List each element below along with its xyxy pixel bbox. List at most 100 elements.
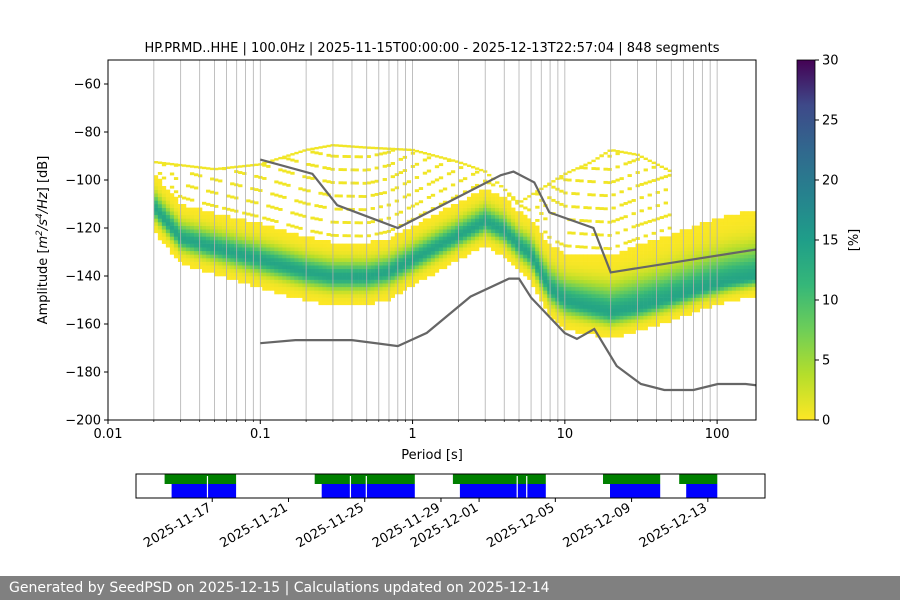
heatmap-cell xyxy=(338,243,343,248)
heatmap-outlier-cell xyxy=(230,166,235,169)
heatmap-cell xyxy=(354,250,359,255)
heatmap-outlier-cell xyxy=(470,172,476,176)
heatmap-cell xyxy=(438,218,444,223)
timeline-data-bar xyxy=(686,484,718,498)
heatmap-cell xyxy=(446,207,452,212)
heatmap-cell xyxy=(751,272,756,277)
heatmap-cell xyxy=(302,240,307,244)
heatmap-cell xyxy=(458,250,464,255)
heatmap-cell xyxy=(671,258,677,262)
heatmap-cell xyxy=(450,247,456,252)
heatmap-cell xyxy=(434,268,440,273)
heatmap-cell xyxy=(719,283,725,288)
heatmap-cell xyxy=(503,254,508,259)
heatmap-cell xyxy=(290,232,295,237)
heatmap-outlier-cell xyxy=(306,163,311,166)
heatmap-cell xyxy=(619,283,624,288)
heatmap-cell xyxy=(298,258,303,262)
heatmap-cell xyxy=(438,225,444,230)
heatmap-outlier-cell xyxy=(639,222,644,226)
heatmap-cell xyxy=(230,229,235,234)
heatmap-cell xyxy=(434,232,440,237)
heatmap-cell xyxy=(242,240,247,244)
heatmap-cell xyxy=(623,330,628,334)
heatmap-outlier-cell xyxy=(193,165,199,169)
x-axis-label: Period [s] xyxy=(401,448,463,463)
heatmap-cell xyxy=(511,211,516,216)
heatmap-cell xyxy=(603,315,608,320)
heatmap-cell xyxy=(655,297,660,302)
heatmap-cell xyxy=(515,265,520,270)
heatmap-cell xyxy=(446,232,452,237)
heatmap-cell xyxy=(278,265,283,270)
heatmap-cell xyxy=(543,261,548,266)
heatmap-outlier-cell xyxy=(266,204,271,208)
heatmap-cell xyxy=(218,229,223,234)
heatmap-cell xyxy=(659,250,664,255)
heatmap-cell xyxy=(619,315,624,320)
heatmap-cell xyxy=(274,232,279,237)
heatmap-outlier-cell xyxy=(338,207,343,211)
heatmap-cell xyxy=(250,276,255,280)
heatmap-cell xyxy=(326,290,331,295)
heatmap-cell xyxy=(587,268,592,273)
heatmap-cell xyxy=(551,308,556,313)
heatmap-cell xyxy=(342,258,347,262)
heatmap-cell xyxy=(595,319,600,324)
heatmap-cell xyxy=(487,222,492,226)
heatmap-cell xyxy=(487,193,492,198)
heatmap-cell xyxy=(322,240,327,244)
heatmap-cell xyxy=(503,240,508,244)
heatmap-cell xyxy=(643,326,648,331)
heatmap-outlier-cell xyxy=(210,190,215,194)
heatmap-cell xyxy=(246,247,251,252)
heatmap-cell xyxy=(583,322,588,327)
heatmap-outlier-cell xyxy=(607,181,612,185)
heatmap-cell xyxy=(298,243,303,248)
heatmap-cell xyxy=(466,247,472,252)
heatmap-cell xyxy=(246,276,251,280)
heatmap-cell xyxy=(747,250,753,255)
heatmap-cell xyxy=(579,268,584,273)
heatmap-cell xyxy=(153,200,159,205)
heatmap-cell xyxy=(655,290,660,295)
heatmap-cell xyxy=(735,258,741,262)
heatmap-cell xyxy=(446,218,452,223)
heatmap-cell xyxy=(495,243,500,248)
heatmap-outlier-cell xyxy=(631,159,636,163)
heatmap-outlier-cell xyxy=(543,217,548,221)
heatmap-cell xyxy=(430,222,436,226)
heatmap-cell xyxy=(230,225,235,230)
heatmap-cell xyxy=(306,283,311,288)
heatmap-outlier-cell xyxy=(599,193,604,197)
heatmap-cell xyxy=(254,240,259,244)
heatmap-cell xyxy=(743,254,749,259)
heatmap-cell xyxy=(406,265,412,270)
heatmap-cell xyxy=(153,211,159,216)
heatmap-cell xyxy=(470,196,476,201)
heatmap-cell xyxy=(230,232,235,237)
timeline-coverage-bar xyxy=(314,474,415,484)
heatmap-cell xyxy=(450,243,456,248)
heatmap-cell xyxy=(314,265,319,270)
heatmap-outlier-cell xyxy=(326,144,331,148)
heatmap-cell xyxy=(254,268,259,273)
heatmap-cell xyxy=(430,218,436,223)
heatmap-cell xyxy=(695,250,701,255)
heatmap-cell xyxy=(575,283,580,288)
heatmap-outlier-cell xyxy=(350,145,355,148)
heatmap-cell xyxy=(735,240,741,244)
heatmap-outlier-cell xyxy=(193,173,199,177)
heatmap-cell xyxy=(495,207,500,212)
heatmap-cell xyxy=(671,243,677,248)
heatmap-cell xyxy=(719,297,725,302)
heatmap-cell xyxy=(727,232,733,237)
heatmap-cell xyxy=(699,272,705,277)
heatmap-cell xyxy=(607,308,612,313)
heatmap-outlier-cell xyxy=(254,174,259,178)
heatmap-cell xyxy=(731,297,737,302)
heatmap-cell xyxy=(290,294,295,298)
heatmap-cell xyxy=(659,315,664,320)
heatmap-outlier-cell xyxy=(334,207,339,211)
heatmap-cell xyxy=(278,276,283,280)
